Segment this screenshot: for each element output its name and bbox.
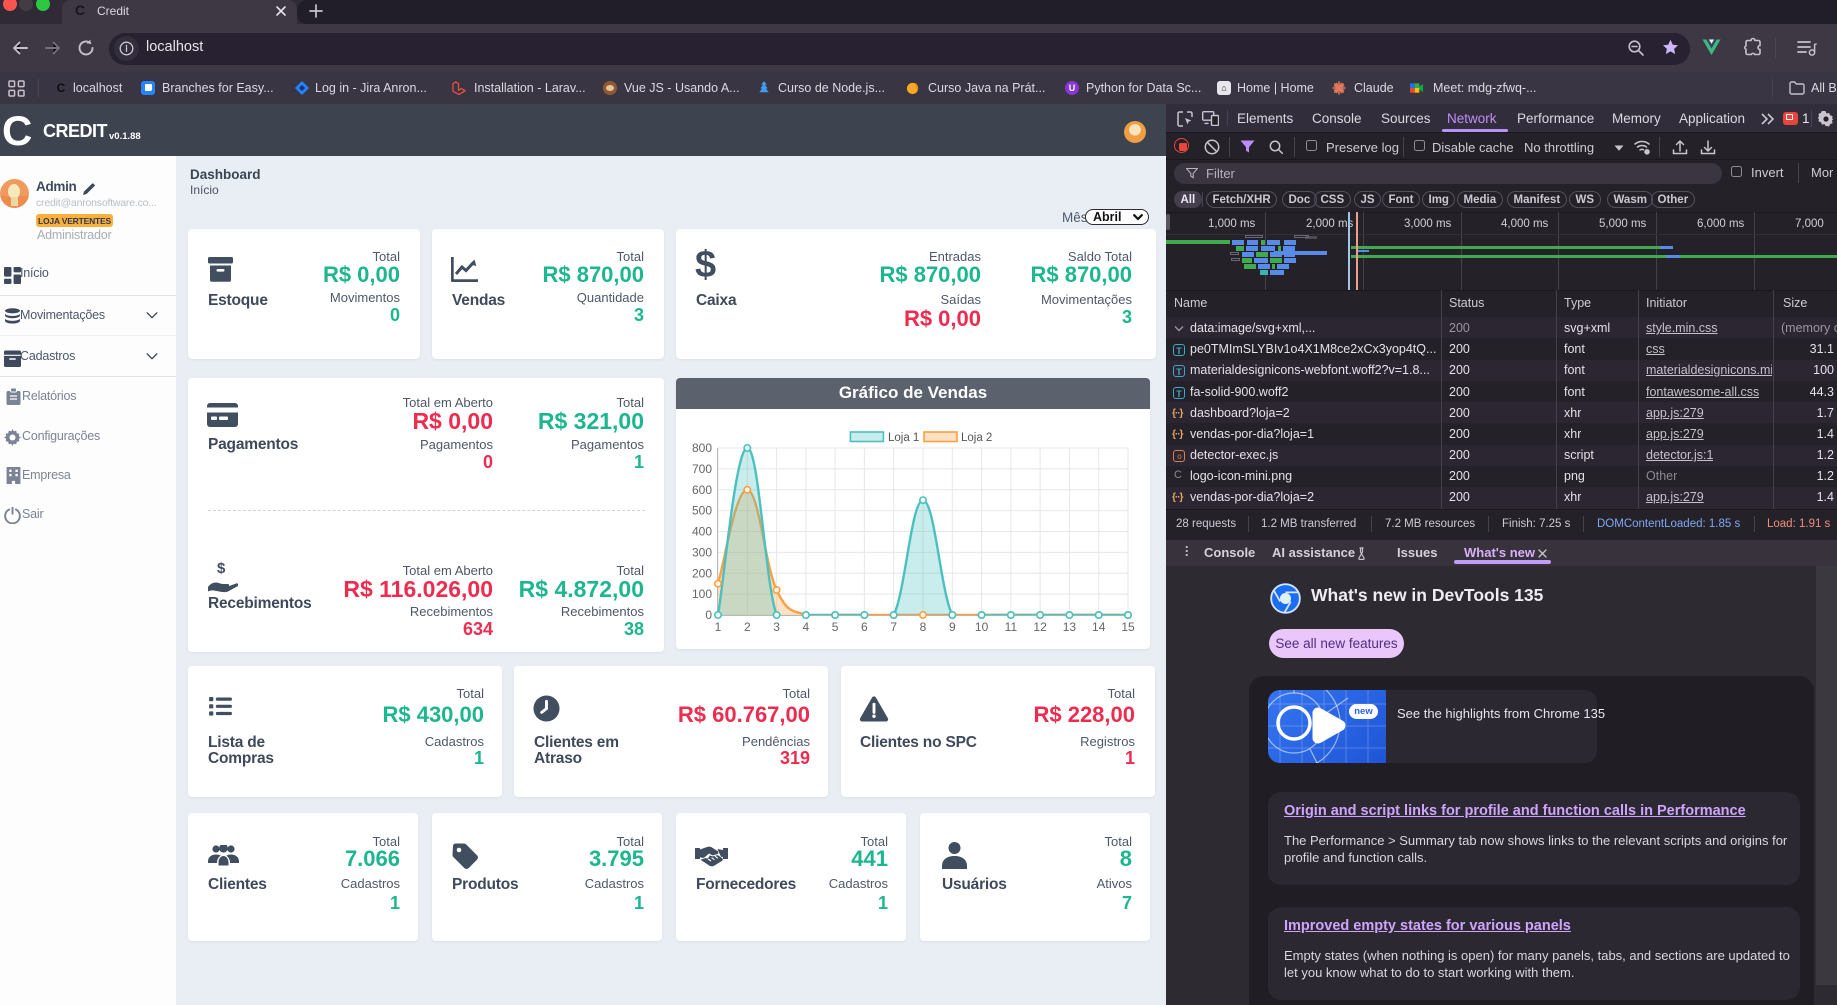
svg-text:1: 1 [715,620,722,634]
svg-text:9: 9 [949,620,956,634]
svg-text:200: 200 [692,566,712,580]
svg-text:8: 8 [920,620,927,634]
svg-text:13: 13 [1063,620,1077,634]
svg-text:7: 7 [890,620,897,634]
svg-text:$: $ [217,561,226,577]
svg-text:500: 500 [692,504,712,518]
svg-text:300: 300 [692,545,712,559]
svg-text:14: 14 [1092,620,1106,634]
svg-text:5: 5 [832,620,839,634]
svg-text:100: 100 [692,587,712,601]
svg-text:400: 400 [692,525,712,539]
svg-text:0: 0 [705,608,712,622]
svg-text:Loja 1: Loja 1 [888,432,919,444]
svg-text:800: 800 [692,441,712,455]
svg-text:700: 700 [692,462,712,476]
svg-text:10: 10 [975,620,989,634]
svg-text:12: 12 [1033,620,1047,634]
svg-text:6: 6 [861,620,868,634]
svg-text:600: 600 [692,483,712,497]
svg-text:4: 4 [803,620,810,634]
svg-text:11: 11 [1005,620,1018,634]
svg-text:15: 15 [1121,620,1135,634]
svg-text:3: 3 [773,620,780,634]
svg-text:2: 2 [744,620,751,634]
svg-text:Loja 2: Loja 2 [961,432,992,444]
